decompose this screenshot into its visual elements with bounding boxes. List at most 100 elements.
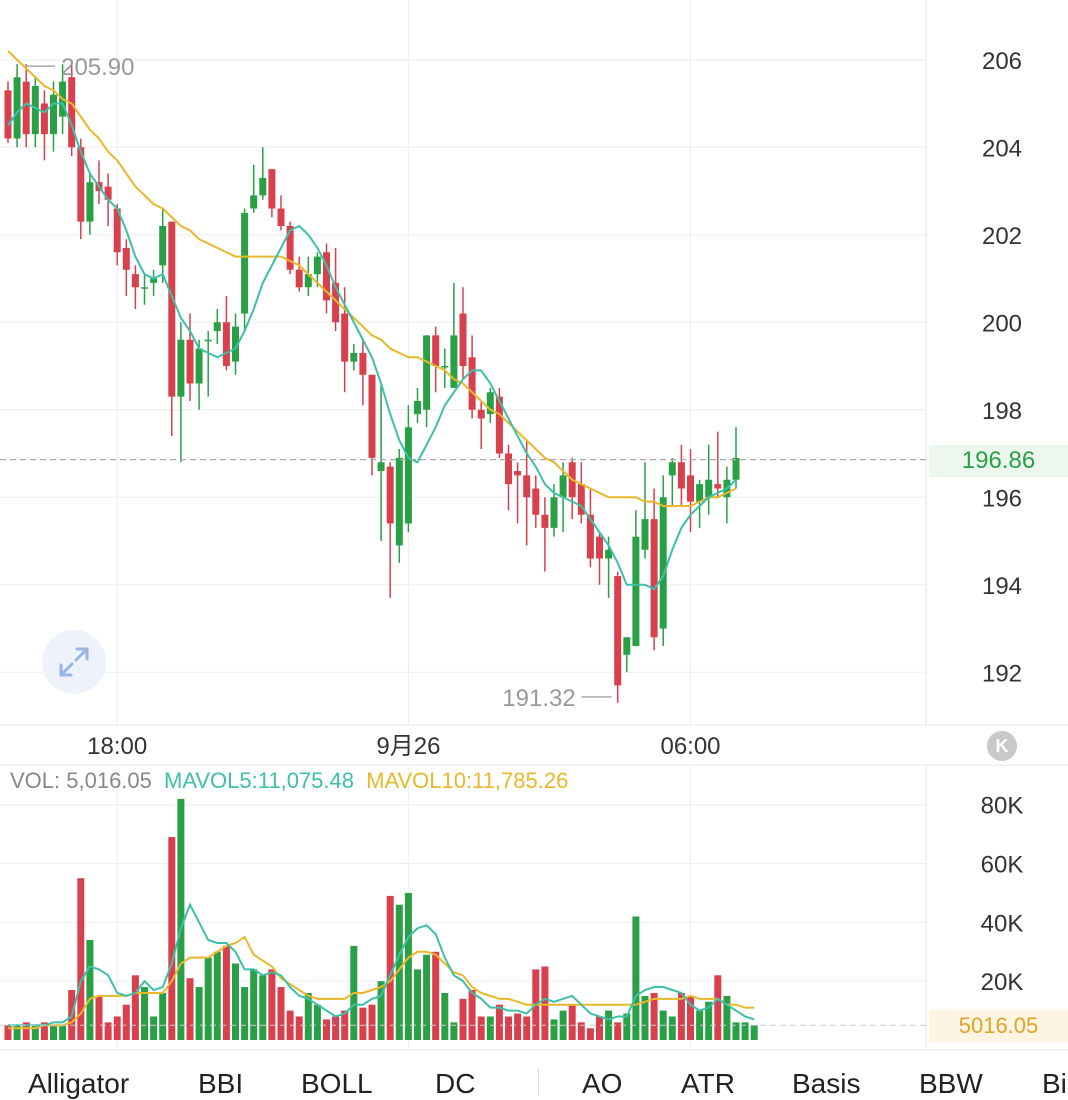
- tab-bi[interactable]: Bi: [1042, 1068, 1067, 1099]
- candle-body: [605, 549, 613, 559]
- candle-body: [450, 335, 458, 388]
- candle-body: [68, 77, 76, 148]
- tab-dc[interactable]: DC: [435, 1068, 476, 1099]
- price-tick-label: 206: [982, 48, 1022, 75]
- volume-bar: [687, 995, 694, 1040]
- candle-body: [577, 484, 585, 515]
- volume-bar: [550, 1019, 558, 1040]
- volume-bar: [423, 954, 431, 1040]
- volume-bar: [395, 904, 403, 1040]
- volume-bar: [295, 1016, 303, 1040]
- volume-bar: [505, 1016, 512, 1040]
- candle-body: [104, 186, 112, 200]
- volume-bar: [450, 1022, 458, 1040]
- volume-tick-label: 80K: [981, 793, 1024, 820]
- candle-body: [250, 195, 258, 209]
- candle-body: [186, 339, 194, 384]
- time-tick-label: 18:00: [87, 733, 147, 760]
- candle-body: [632, 536, 640, 646]
- candle-body: [696, 484, 704, 502]
- candle-body: [486, 392, 494, 415]
- volume-bar: [77, 878, 85, 1040]
- volume-bar: [150, 1016, 158, 1040]
- scroll-to-latest-icon[interactable]: K: [987, 731, 1017, 761]
- candle-body: [141, 287, 148, 289]
- candle-body: [204, 339, 212, 342]
- volume-bar: [332, 1016, 340, 1040]
- indicator-tabs: Alligator BBI BOLL DC AO ATR Basis BBW B…: [0, 1062, 1068, 1100]
- volume-bar: [741, 1022, 749, 1040]
- tab-bbw[interactable]: BBW: [919, 1068, 983, 1099]
- candle-body: [77, 147, 85, 222]
- candle-body: [477, 409, 485, 419]
- volume-bar: [359, 1007, 367, 1040]
- candle-body: [414, 401, 421, 415]
- expand-arrows-icon[interactable]: [42, 630, 106, 694]
- candle-body: [150, 278, 158, 283]
- candle-body: [22, 81, 30, 135]
- candle-body: [268, 169, 276, 209]
- tab-bbi[interactable]: BBI: [198, 1068, 244, 1099]
- volume-bar: [250, 969, 258, 1040]
- candle-body: [377, 462, 385, 471]
- tab-alligator[interactable]: Alligator: [28, 1068, 130, 1099]
- volume-bar: [368, 1004, 376, 1040]
- volume-bar: [241, 987, 249, 1040]
- candle-body: [40, 103, 48, 135]
- tab-basis[interactable]: Basis: [792, 1068, 861, 1099]
- candle-body: [441, 366, 449, 368]
- candle-body: [532, 488, 540, 515]
- mavol10-label: MAVOL10:11,785.26: [366, 768, 569, 793]
- candle-body: [304, 274, 312, 288]
- volume-bar: [750, 1025, 758, 1040]
- candle-body: [541, 514, 549, 528]
- volume-bar: [122, 1004, 130, 1040]
- volume-bar: [495, 1004, 503, 1040]
- candle-body: [386, 466, 394, 524]
- candle-body: [131, 274, 139, 288]
- candle-body: [241, 212, 249, 314]
- candle-body: [368, 374, 376, 458]
- candle-body: [559, 475, 567, 498]
- volume-bar: [313, 1004, 321, 1040]
- volume-bar: [468, 990, 476, 1040]
- candle-body: [168, 221, 176, 397]
- tab-atr[interactable]: ATR: [681, 1068, 735, 1099]
- candle-body: [323, 252, 330, 301]
- volume-tick-label: 60K: [981, 852, 1024, 879]
- mavol5-line: [8, 902, 755, 1027]
- candle-body: [232, 326, 239, 362]
- volume-bar: [141, 987, 148, 1040]
- candle-body: [286, 226, 294, 270]
- tab-divider: [538, 1068, 539, 1096]
- volume-bar: [159, 992, 167, 1040]
- price-tick-label: 196: [982, 485, 1022, 512]
- mavol5-label: MAVOL5:11,075.48: [164, 768, 354, 793]
- tab-ao[interactable]: AO: [582, 1068, 623, 1099]
- candle-body: [113, 208, 121, 253]
- candle-body: [459, 313, 467, 366]
- volume-bar: [514, 1013, 522, 1040]
- ma5-line: [7, 102, 737, 591]
- volume-bar: [59, 1025, 67, 1040]
- candle-body: [86, 182, 94, 222]
- volume-bar: [204, 957, 212, 1040]
- time-tick-label: 06:00: [660, 733, 720, 760]
- volume-bar: [677, 992, 685, 1040]
- candle-body: [222, 322, 230, 366]
- price-tick-label: 194: [982, 573, 1022, 600]
- candle-body: [4, 90, 12, 139]
- candle-body: [313, 256, 321, 275]
- last-price-tag: 196.86: [929, 445, 1068, 477]
- candle-body: [668, 462, 676, 476]
- volume-bar: [222, 945, 230, 1040]
- volume-legend: VOL: 5,016.05 MAVOL5:11,075.48 MAVOL10:1…: [10, 768, 574, 794]
- candle-body: [195, 348, 203, 384]
- tab-boll[interactable]: BOLL: [301, 1068, 373, 1099]
- volume-bar: [13, 1025, 21, 1040]
- volume-bar: [404, 892, 412, 1040]
- volume-bar: [104, 1022, 112, 1040]
- price-tick-label: 202: [982, 223, 1022, 250]
- volume-bar: [168, 837, 176, 1040]
